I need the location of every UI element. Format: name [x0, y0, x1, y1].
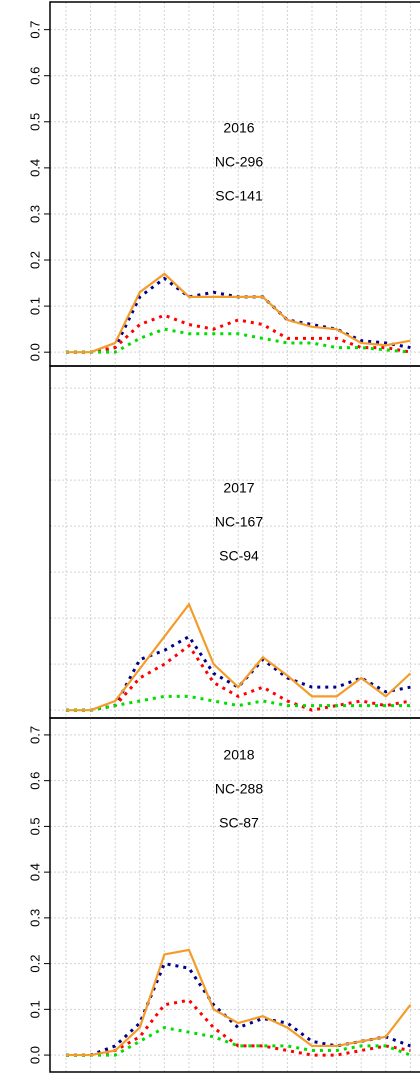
annotation: 2018: [223, 747, 254, 763]
annotation: 2016: [223, 120, 254, 136]
y-tick-label: 0.1: [27, 1000, 42, 1018]
annotation: SC-87: [219, 815, 259, 831]
series-line: [65, 272, 411, 354]
series-line: [65, 998, 411, 1057]
plot-frame: [49, 1, 420, 367]
series-line: [65, 1026, 411, 1057]
y-tick-label: 0.0: [27, 1046, 42, 1064]
series-line: [65, 327, 411, 354]
plot-frame: [49, 717, 420, 1073]
plot-frame: [49, 365, 420, 719]
y-tick-label: 0.0: [27, 343, 42, 361]
y-tick-label: 0.3: [27, 205, 42, 223]
y-tick-label: 0.2: [27, 955, 42, 973]
series-line: [65, 948, 412, 1057]
y-tick-label: 0.7: [27, 726, 42, 744]
annotation: 2017: [223, 480, 254, 496]
y-tick-label: 0.4: [27, 863, 42, 881]
series-line: [65, 643, 411, 712]
annotation: NC-288: [215, 781, 263, 797]
y-tick-label: 0.2: [27, 251, 42, 269]
y-tick-label: 0.7: [27, 21, 42, 39]
series-line: [65, 694, 411, 712]
y-tick-label: 0.6: [27, 772, 42, 790]
y-tick-label: 0.1: [27, 297, 42, 315]
y-tick-label: 0.5: [27, 113, 42, 131]
series-line: [65, 602, 412, 712]
y-tick-label: 0.6: [27, 67, 42, 85]
annotation: NC-296: [215, 154, 263, 170]
annotation: SC-94: [219, 548, 259, 564]
y-tick-label: 0.3: [27, 909, 42, 927]
y-tick-label: 0.5: [27, 817, 42, 835]
annotation: SC-141: [215, 188, 263, 204]
annotation: NC-167: [215, 514, 263, 530]
y-tick-label: 0.4: [27, 159, 42, 177]
